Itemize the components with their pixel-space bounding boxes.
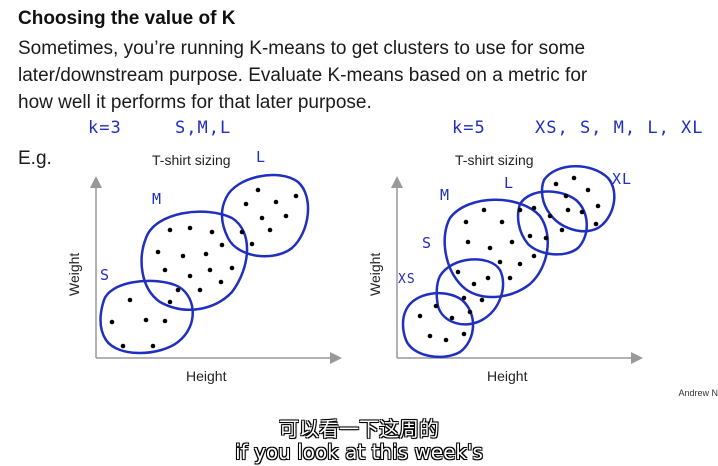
data-point xyxy=(579,209,585,215)
left-cluster-l-outline xyxy=(220,173,310,258)
data-point xyxy=(433,303,439,309)
data-point xyxy=(463,219,469,225)
data-point xyxy=(449,315,455,321)
right-cluster-xs-outline xyxy=(401,292,475,359)
data-point xyxy=(243,201,249,207)
body-line-2: later/downstream purpose. Evaluate K-mea… xyxy=(18,65,588,86)
left-cluster-s-outline xyxy=(99,279,194,355)
data-point xyxy=(559,227,565,233)
data-point xyxy=(417,313,423,319)
left-cluster-label-m: M xyxy=(152,190,163,208)
right-cluster-label-s: S xyxy=(422,234,433,252)
eg-label: E.g. xyxy=(18,148,52,169)
data-point xyxy=(143,317,149,323)
data-point xyxy=(207,267,213,273)
data-point xyxy=(197,287,203,293)
body-line-3: how well it performs for that later purp… xyxy=(18,92,372,113)
data-point xyxy=(443,337,449,343)
data-point xyxy=(218,279,224,285)
data-point xyxy=(517,207,523,213)
data-point xyxy=(563,193,569,199)
left-plot-title: T-shirt sizing xyxy=(152,152,231,168)
right-cluster-xl-outline xyxy=(540,165,616,233)
data-point xyxy=(187,273,193,279)
data-point xyxy=(595,203,601,209)
data-point xyxy=(517,261,523,267)
data-point xyxy=(461,331,467,337)
data-point xyxy=(167,299,173,305)
data-point xyxy=(283,213,289,219)
handwritten-k5: k=5 xyxy=(452,118,486,138)
data-point xyxy=(259,215,265,221)
left-cluster-label-l: L xyxy=(256,148,267,166)
data-point xyxy=(499,219,505,225)
handwritten-sizes-left: S,M,L xyxy=(175,118,232,138)
data-point xyxy=(162,267,168,273)
data-point xyxy=(565,207,571,213)
data-point xyxy=(509,239,515,245)
data-point xyxy=(479,297,485,303)
handwritten-sizes-right: XS, S, M, L, XL xyxy=(535,118,704,138)
right-plot-title: T-shirt sizing xyxy=(455,152,534,168)
handwritten-k3: k=3 xyxy=(88,118,122,138)
data-point xyxy=(467,309,473,315)
right-plot-xlabel: Height xyxy=(487,368,528,384)
subtitle-english: if you look at this week's xyxy=(235,440,483,464)
data-point xyxy=(175,287,181,293)
data-point xyxy=(167,227,173,233)
data-point xyxy=(531,205,537,211)
credit-text: Andrew N xyxy=(678,388,718,398)
right-cluster-label-xl: XL xyxy=(612,170,633,188)
left-plot-xlabel: Height xyxy=(186,368,227,384)
data-point xyxy=(553,181,559,187)
data-point xyxy=(209,229,215,235)
data-point xyxy=(293,193,299,199)
right-cluster-l-outline xyxy=(516,190,588,256)
data-point xyxy=(120,343,126,349)
subtitle-chinese: 可以看一下这周的 xyxy=(279,417,439,441)
data-point xyxy=(239,229,245,235)
data-point xyxy=(455,269,461,275)
data-point xyxy=(155,249,161,255)
data-point xyxy=(187,225,193,231)
data-point xyxy=(531,253,537,259)
data-point xyxy=(485,275,491,281)
data-point xyxy=(203,251,209,257)
data-point xyxy=(229,265,235,271)
left-cluster-label-s: S xyxy=(100,266,111,284)
data-point xyxy=(267,227,273,233)
data-point xyxy=(527,233,533,239)
data-point xyxy=(471,281,477,287)
data-point xyxy=(497,259,503,265)
right-cluster-s-outline xyxy=(435,258,505,326)
data-point xyxy=(507,275,513,281)
data-point xyxy=(150,343,156,349)
right-cluster-label-m: M xyxy=(440,186,451,204)
right-cluster-label-l: L xyxy=(504,174,515,192)
data-point xyxy=(465,239,471,245)
right-cluster-m-outline xyxy=(443,198,549,299)
data-point xyxy=(180,253,186,259)
data-point xyxy=(461,295,467,301)
data-point xyxy=(255,187,261,193)
slide-title: Choosing the value of K xyxy=(18,8,236,29)
data-point xyxy=(593,221,599,227)
data-point xyxy=(249,241,255,247)
data-point xyxy=(127,297,133,303)
data-point xyxy=(487,245,493,251)
data-point xyxy=(162,318,168,324)
data-point xyxy=(585,187,591,193)
data-point xyxy=(273,199,279,205)
data-point xyxy=(219,242,225,248)
body-line-1: Sometimes, you’re running K-means to get… xyxy=(18,38,586,59)
data-point xyxy=(427,333,433,339)
data-point xyxy=(547,213,553,219)
data-point xyxy=(543,235,549,241)
data-point xyxy=(571,175,577,181)
data-point xyxy=(109,319,115,325)
data-point xyxy=(481,207,487,213)
right-cluster-label-xs: XS xyxy=(398,272,416,287)
left-cluster-m-outline xyxy=(140,210,249,311)
